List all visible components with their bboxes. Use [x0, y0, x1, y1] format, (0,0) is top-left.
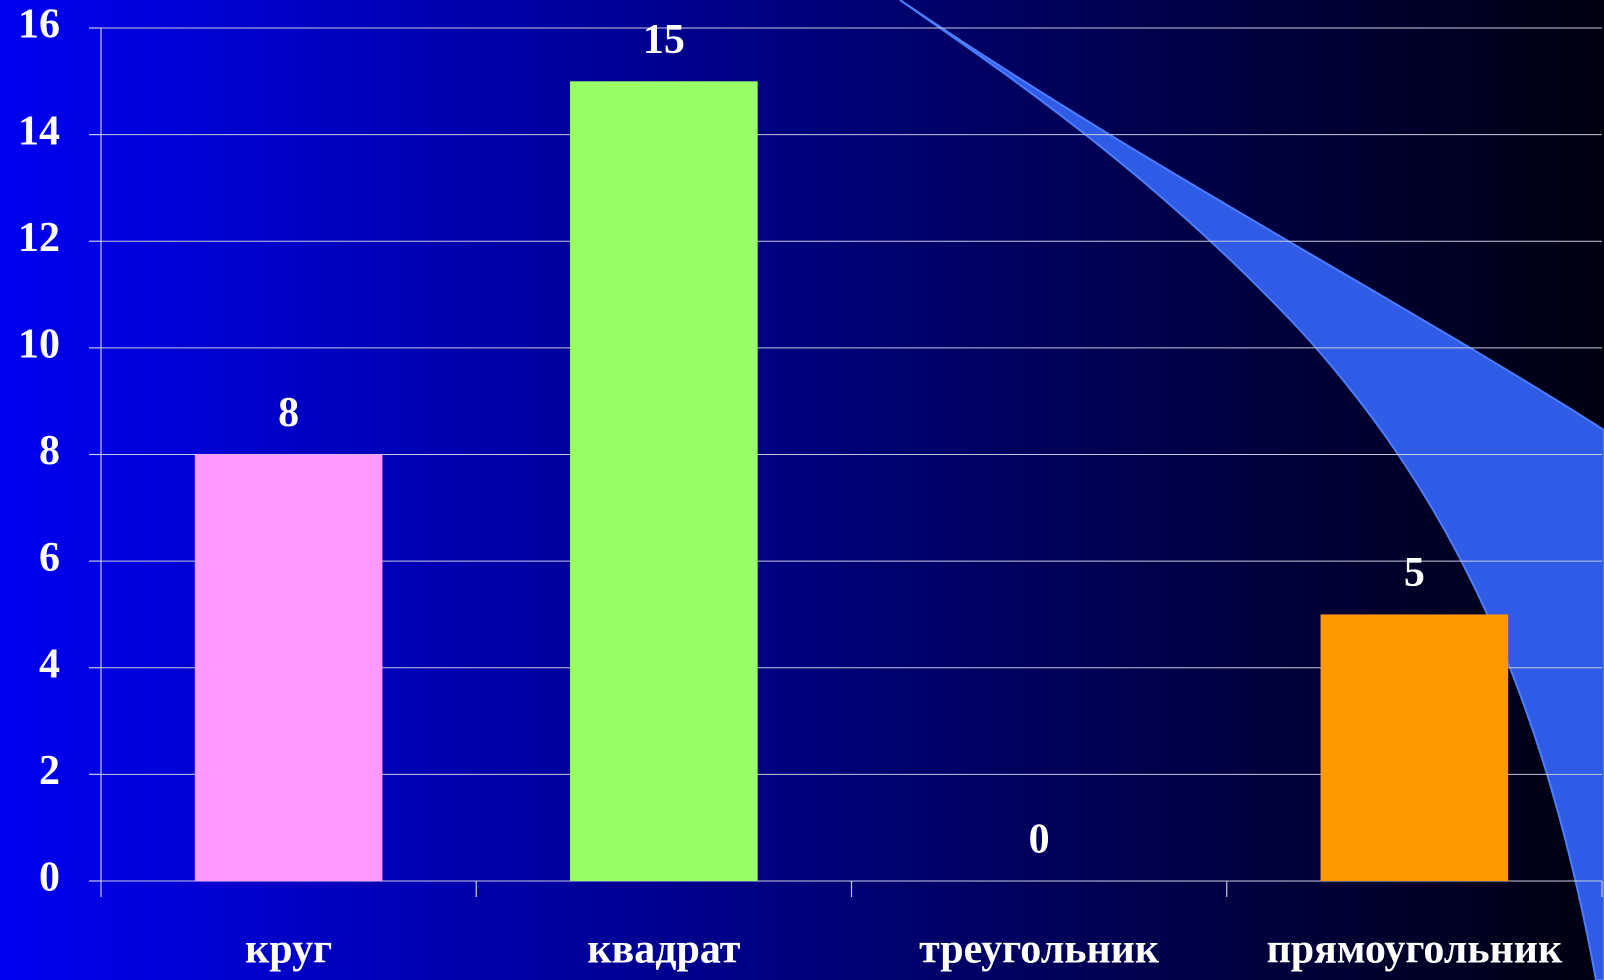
bar [194, 454, 383, 881]
y-tick-label: 6 [39, 535, 60, 581]
data-label: 0 [1029, 817, 1050, 863]
x-tick-label: круг [245, 927, 332, 973]
x-tick-label: треугольник [919, 927, 1160, 973]
decorative-swoosh [899, 0, 1604, 980]
y-tick-label: 4 [39, 641, 60, 687]
plot-area: 0 2 4 6 8 10 12 14 16 8 круг 15 квадрат 0 треугольник 5… [18, 2, 1603, 973]
x-tick-label: квадрат [587, 927, 740, 973]
y-tick-label: 2 [39, 748, 60, 794]
y-tick-label: 10 [18, 322, 60, 368]
x-tick-label: прямоугольник [1267, 927, 1563, 973]
bar [570, 81, 758, 881]
y-tick-label: 8 [39, 428, 60, 474]
data-label: 5 [1404, 550, 1425, 596]
data-label: 8 [278, 390, 299, 436]
y-tick-label: 12 [18, 215, 60, 261]
bar [1320, 614, 1509, 881]
y-tick-label: 0 [39, 855, 60, 901]
y-tick-label: 16 [18, 2, 60, 48]
y-tick-label: 14 [18, 108, 60, 154]
data-label: 15 [643, 17, 685, 63]
